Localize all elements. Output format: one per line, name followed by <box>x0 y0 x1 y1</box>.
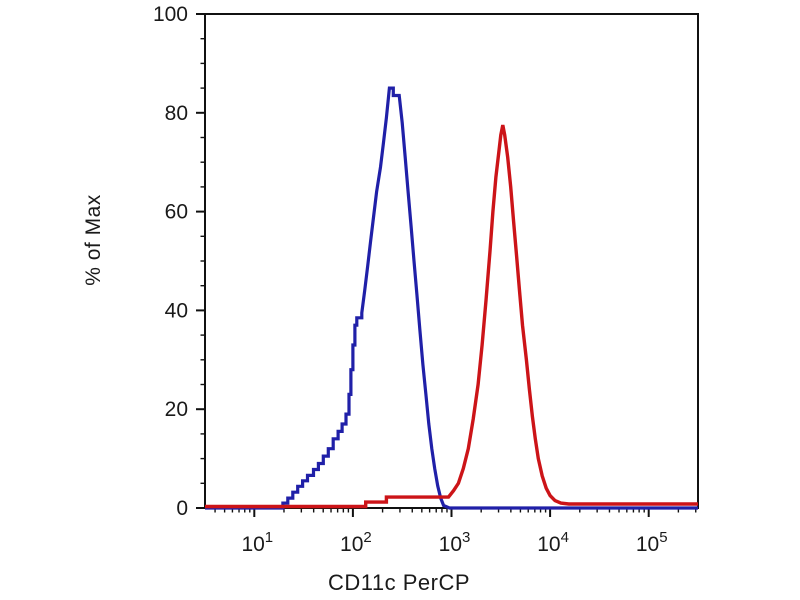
y-tick-label: 20 <box>165 398 188 421</box>
blue-histogram-curve <box>205 86 698 510</box>
y-axis-title: % of Max <box>82 194 105 286</box>
x-tick-label: 105 <box>636 529 668 556</box>
x-tick-label: 103 <box>439 529 471 556</box>
y-tick-label: 60 <box>165 201 188 224</box>
y-tick-label: 0 <box>176 497 188 520</box>
y-tick-label: 100 <box>153 3 188 26</box>
y-tick-label: 40 <box>165 299 188 322</box>
x-tick-label: 104 <box>537 529 569 556</box>
x-tick-label: 102 <box>340 529 372 556</box>
x-axis-title: CD11c PerCP <box>327 570 471 595</box>
red-histogram-curve <box>205 124 698 509</box>
y-tick-label: 80 <box>165 102 188 125</box>
x-tick-label: 101 <box>241 529 273 556</box>
plot-border <box>204 13 699 509</box>
